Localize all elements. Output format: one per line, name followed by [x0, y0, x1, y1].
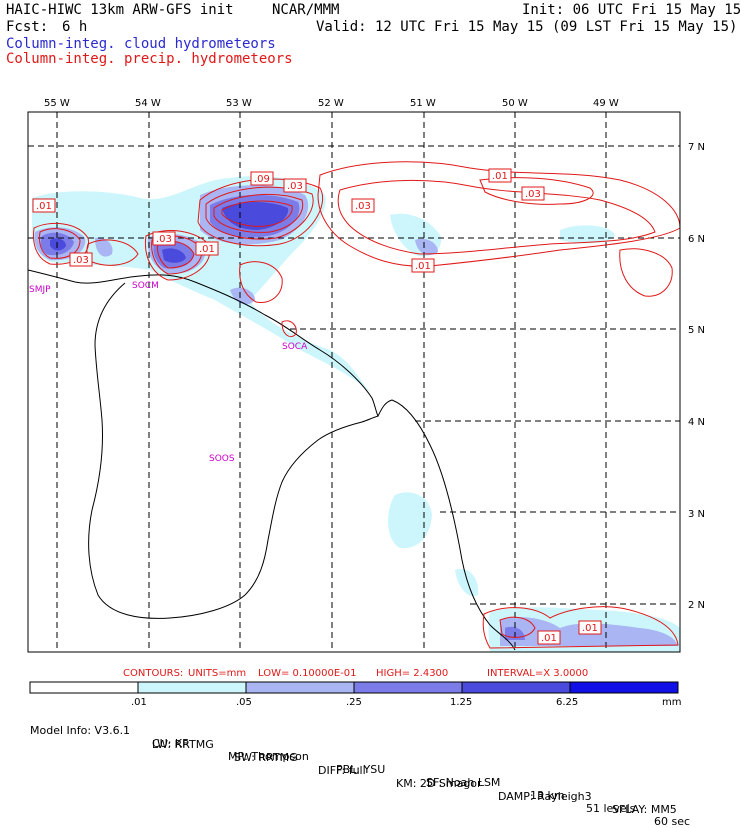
- map-frame: [27, 111, 681, 653]
- lat-label: 4 N: [688, 417, 705, 428]
- coastline: [27, 269, 516, 651]
- cloud-shading: [31, 175, 680, 652]
- lon-label: 50 W: [502, 98, 528, 109]
- forecast-value: 6 h: [62, 19, 88, 35]
- colorbar-tick: 1.25: [450, 697, 472, 708]
- cloud-field-label: Column-integ. cloud hydrometeors: [6, 36, 276, 52]
- contour-label: .03: [525, 189, 541, 200]
- contour-label: .01: [415, 261, 431, 272]
- contour-label: .01: [36, 201, 52, 212]
- map-plot: 55 W 54 W 53 W 52 W 51 W 50 W 49 W 7 N 6…: [27, 98, 705, 708]
- colorbar-tick: .01: [131, 697, 147, 708]
- forecast-label: Fcst:: [6, 19, 49, 35]
- model-info-version: Model Info: V3.6.1: [30, 724, 131, 737]
- lon-label: 54 W: [135, 98, 161, 109]
- valid-time: Valid: 12 UTC Fri 15 May 15 (09 LST Fri …: [316, 19, 738, 35]
- init-time: Init: 06 UTC Fri 15 May 15: [522, 2, 740, 18]
- contour-label: .01: [541, 633, 557, 644]
- model-info-sw: SW: RRTMG: [234, 751, 298, 764]
- station-smjp: SMJP: [29, 285, 51, 295]
- contour-units: UNITS=mm: [188, 668, 246, 679]
- contour-label: .01: [199, 244, 215, 255]
- lon-label: 53 W: [226, 98, 252, 109]
- contour-info-label: CONTOURS:: [123, 668, 183, 679]
- model-info-timestep: 60 sec: [654, 815, 691, 828]
- station-soos: SOOS: [209, 454, 235, 464]
- model-info-sflay: SFLAY: MM5: [612, 803, 677, 816]
- precip-field-label: Column-integ. precip. hydrometeors: [6, 51, 293, 67]
- org-label: NCAR/MMM: [272, 2, 340, 18]
- contour-high: HIGH= 2.4300: [376, 668, 448, 679]
- colorbar: [29, 681, 679, 694]
- contour-interval: INTERVAL=X 3.0000: [487, 668, 588, 679]
- lat-label: 7 N: [688, 142, 705, 153]
- colorbar-unit: mm: [662, 697, 681, 708]
- contour-label: .01: [492, 171, 508, 182]
- contour-label: .03: [355, 201, 371, 212]
- model-info-line2: LW: RRTMG SW: RRTMG DIFF: full KM: 2D Sm…: [30, 725, 730, 816]
- lon-label: 55 W: [44, 98, 70, 109]
- model-info-km: KM: 2D Smagor: [396, 777, 482, 790]
- model-info-diff: DIFF: full: [318, 764, 366, 777]
- station-socm: SOCM: [132, 281, 159, 291]
- lat-label: 5 N: [688, 325, 705, 336]
- contour-label: .03: [156, 234, 172, 245]
- lon-label: 52 W: [318, 98, 344, 109]
- contour-label: .09: [254, 174, 270, 185]
- colorbar-tick: .05: [236, 697, 252, 708]
- contour-low: LOW= 0.10000E-01: [258, 668, 357, 679]
- lat-lon-grid: [28, 112, 680, 652]
- lat-label: 3 N: [688, 509, 705, 520]
- lon-label: 51 W: [410, 98, 436, 109]
- lat-label: 2 N: [688, 600, 705, 611]
- contour-label: .03: [73, 255, 89, 266]
- model-title: HAIC-HIWC 13km ARW-GFS init: [6, 2, 234, 18]
- station-soca: SOCA: [282, 342, 308, 352]
- model-info-damp: DAMP: Rayleigh3: [498, 790, 592, 803]
- colorbar-tick: .25: [346, 697, 362, 708]
- contour-label: .03: [287, 181, 303, 192]
- lat-label: 6 N: [688, 234, 705, 245]
- contour-label: .01: [582, 623, 598, 634]
- colorbar-tick: 6.25: [556, 697, 578, 708]
- lon-label: 49 W: [593, 98, 619, 109]
- contour-labels: .01 .03 .03 .09 .03 .01 .03 .01 .01 .03 …: [32, 168, 602, 645]
